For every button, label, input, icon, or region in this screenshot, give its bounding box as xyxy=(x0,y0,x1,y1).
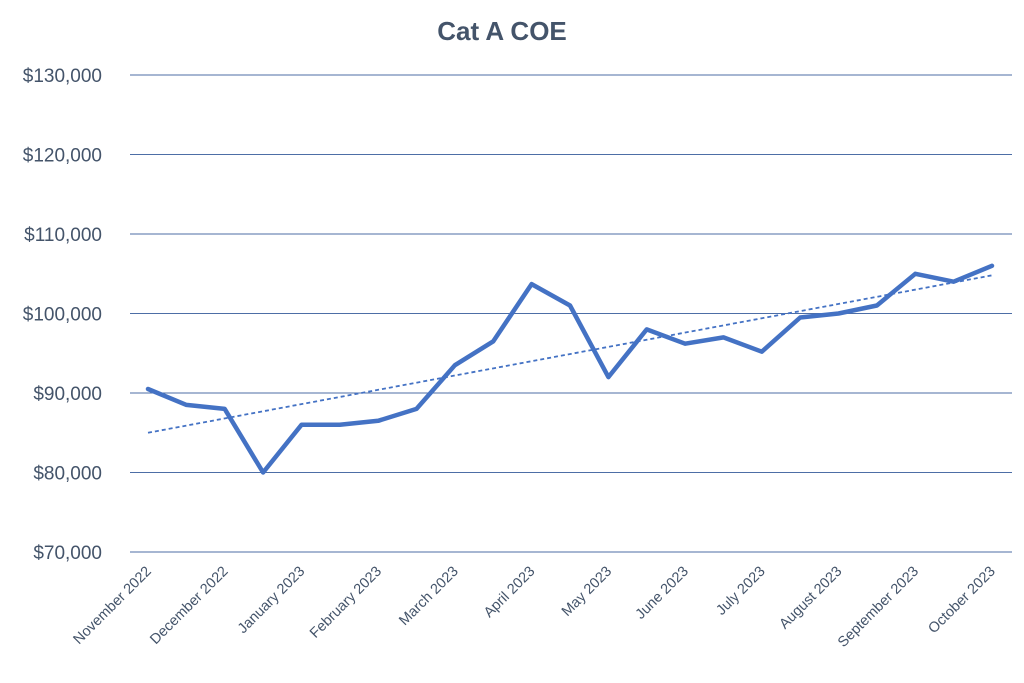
y-tick-label: $70,000 xyxy=(33,543,102,564)
x-tick-label: November 2022 xyxy=(71,564,155,648)
y-tick-label: $100,000 xyxy=(23,305,102,326)
x-tick-label: October 2023 xyxy=(925,564,998,637)
x-tick-label: May 2023 xyxy=(559,564,615,620)
series-line xyxy=(145,263,995,475)
x-tick-label: September 2023 xyxy=(835,564,922,651)
x-tick-label: April 2023 xyxy=(481,564,538,621)
trendline xyxy=(147,274,993,434)
x-tick-label: June 2023 xyxy=(633,564,692,623)
y-tick-label: $90,000 xyxy=(33,384,102,405)
y-tick-label: $110,000 xyxy=(24,225,102,246)
series-layer xyxy=(145,263,995,475)
y-axis-ticks: $70,000 $80,000 $90,000 $100,000 $110,000 $12… xyxy=(23,66,102,564)
x-tick-label: January 2023 xyxy=(235,564,308,637)
y-tick-label: $130,000 xyxy=(23,66,102,87)
x-tick-label: February 2023 xyxy=(307,564,385,642)
gridlines xyxy=(130,74,1012,553)
x-tick-label: August 2023 xyxy=(776,564,845,633)
x-tick-label: March 2023 xyxy=(396,564,461,629)
x-tick-label: December 2022 xyxy=(147,564,231,648)
trendline-layer xyxy=(147,274,993,434)
y-tick-label: $120,000 xyxy=(23,146,102,167)
y-tick-label: $80,000 xyxy=(33,464,102,485)
chart-title: Cat A COE xyxy=(437,16,567,46)
x-tick-label: July 2023 xyxy=(713,564,768,619)
